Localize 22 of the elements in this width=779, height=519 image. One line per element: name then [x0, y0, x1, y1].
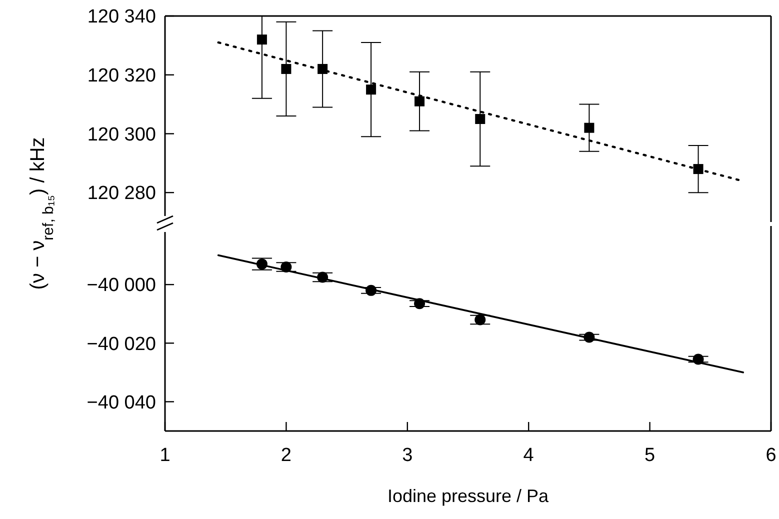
point [693, 164, 704, 174]
point [366, 84, 376, 95]
y-tick-label: −40 040 [86, 392, 156, 414]
point [414, 96, 425, 106]
x-tick-label: 5 [644, 445, 656, 466]
point [281, 64, 292, 74]
y-tick-label: 120 280 [87, 183, 156, 204]
x-tick-label: 3 [402, 445, 413, 466]
point [475, 114, 486, 124]
y-tick-label: −40 020 [86, 334, 156, 355]
x-axis-title: Iodine pressure / Pa [387, 486, 550, 506]
y-tick-label: −40 000 [86, 275, 156, 296]
point [474, 314, 486, 326]
x-tick-label: 6 [766, 445, 776, 466]
y-tick-label: 120 320 [87, 66, 156, 87]
x-tick-label: 2 [280, 445, 292, 466]
y-tick-label: 120 340 [87, 6, 156, 28]
y-tick-label: 120 300 [87, 124, 156, 146]
x-tick-label: 4 [523, 445, 534, 466]
point [584, 122, 594, 133]
point [256, 34, 267, 45]
x-tick-label: 1 [160, 445, 170, 466]
